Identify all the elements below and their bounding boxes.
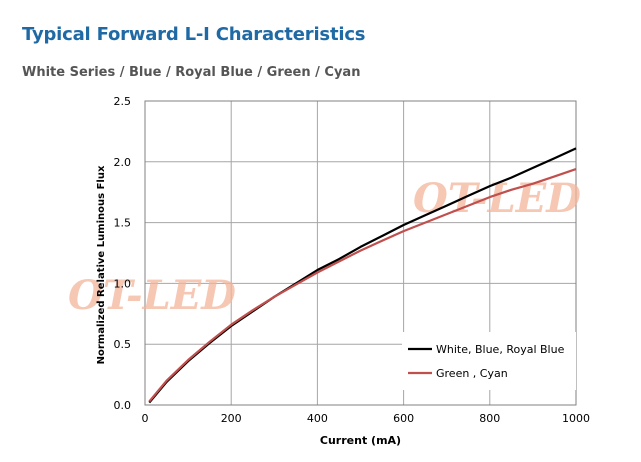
- x-tick-label: 1000: [562, 412, 590, 425]
- x-tick-label: 800: [479, 412, 500, 425]
- x-tick-label: 600: [393, 412, 414, 425]
- tick-labels: 0 200 400 600 800 1000 0.0 0.5 1.0 1.5 2.0 2.5: [114, 95, 591, 425]
- y-tick-label: 2.5: [114, 95, 132, 108]
- page-subtitle: White Series / Blue / Royal Blue / Green…: [22, 65, 361, 80]
- y-tick-label: 2.0: [114, 156, 132, 169]
- y-tick-label: 0.5: [114, 338, 132, 351]
- plot-frame: [144, 100, 577, 406]
- series-line-2: [148, 168, 577, 403]
- y-tick-label: 1.5: [114, 217, 132, 230]
- x-tick-label: 200: [221, 412, 242, 425]
- axis-labels: Current (mA) Normalized Relative Luminous…: [96, 165, 401, 447]
- y-tick-label: 0.0: [114, 399, 132, 412]
- series-lines: [148, 147, 577, 404]
- legend-box: [402, 332, 576, 390]
- y-axis-label: Normalized Relative Luminous Flux: [96, 165, 107, 364]
- legend-label-1: White, Blue, Royal Blue: [436, 343, 565, 356]
- legend-label-2: Green , Cyan: [436, 367, 508, 380]
- x-tick-label: 400: [307, 412, 328, 425]
- legend: White, Blue, Royal Blue Green , Cyan: [402, 332, 576, 390]
- watermark-text-2: OT-LED: [68, 272, 236, 319]
- y-tick-label: 1.0: [114, 277, 132, 290]
- watermark: OT-LED OT-LED: [68, 175, 581, 319]
- axes: [144, 100, 577, 406]
- page-title: Typical Forward L-I Characteristics: [22, 24, 366, 45]
- x-axis-label: Current (mA): [320, 434, 401, 447]
- x-tick-label: 0: [142, 412, 149, 425]
